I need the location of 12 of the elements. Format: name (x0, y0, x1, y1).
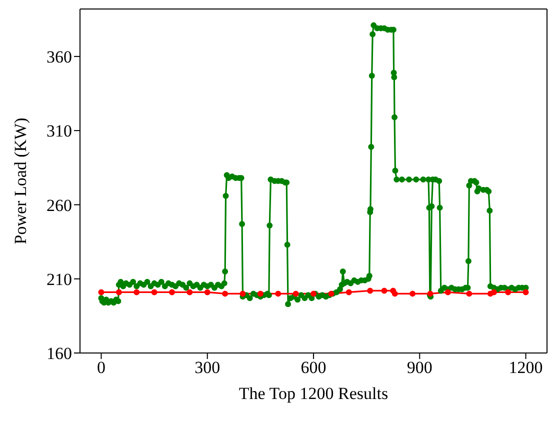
y-tick-label: 210 (46, 270, 72, 289)
y-axis-title: Power Load (KW) (11, 118, 30, 244)
y-tick-label: 160 (46, 344, 72, 364)
x-tick-label: 0 (96, 358, 106, 378)
x-tick-label: 300 (194, 358, 220, 378)
x-axis-title: The Top 1200 Results (238, 384, 388, 403)
y-tick-label: 360 (46, 47, 72, 66)
y-tick-label: 310 (46, 122, 72, 141)
x-tick-label: 900 (406, 358, 432, 378)
x-tick-label: 600 (300, 358, 326, 378)
y-tick-label: 260 (46, 196, 72, 215)
x-tick-label: 1200 (508, 358, 543, 378)
